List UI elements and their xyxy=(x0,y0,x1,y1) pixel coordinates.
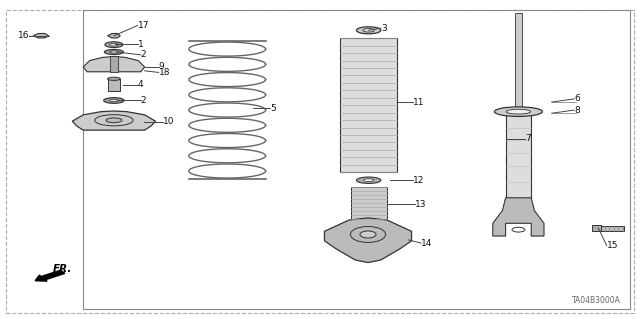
Polygon shape xyxy=(83,56,145,72)
Ellipse shape xyxy=(104,49,124,55)
Ellipse shape xyxy=(110,99,118,102)
Polygon shape xyxy=(33,33,49,38)
Ellipse shape xyxy=(506,109,531,114)
Bar xyxy=(515,13,522,121)
Text: 5: 5 xyxy=(270,104,276,113)
Ellipse shape xyxy=(105,42,123,48)
Text: 2: 2 xyxy=(141,50,147,59)
Ellipse shape xyxy=(512,227,525,232)
Ellipse shape xyxy=(104,98,124,103)
Ellipse shape xyxy=(356,177,381,183)
Bar xyxy=(83,10,630,309)
Polygon shape xyxy=(324,218,412,263)
Ellipse shape xyxy=(108,77,120,80)
Text: 9: 9 xyxy=(159,63,164,71)
Bar xyxy=(351,187,387,219)
Text: 3: 3 xyxy=(381,24,387,33)
Text: 6: 6 xyxy=(574,94,580,103)
Text: TA04B3000A: TA04B3000A xyxy=(572,296,621,305)
Text: 12: 12 xyxy=(413,176,424,185)
Text: 10: 10 xyxy=(163,117,175,126)
Text: 8: 8 xyxy=(574,106,580,115)
Text: 2: 2 xyxy=(141,96,147,105)
Text: 1: 1 xyxy=(138,40,143,48)
Bar xyxy=(340,38,397,172)
Text: 11: 11 xyxy=(413,98,424,107)
Ellipse shape xyxy=(364,179,374,182)
Text: 13: 13 xyxy=(415,200,426,209)
Ellipse shape xyxy=(356,27,381,34)
Text: 16: 16 xyxy=(18,31,29,40)
Text: 17: 17 xyxy=(138,21,149,30)
Ellipse shape xyxy=(106,118,122,123)
Polygon shape xyxy=(493,198,544,236)
Ellipse shape xyxy=(110,51,118,53)
FancyArrow shape xyxy=(35,270,65,281)
Bar xyxy=(592,225,601,231)
Text: 14: 14 xyxy=(421,239,433,248)
Text: 4: 4 xyxy=(138,80,143,89)
Ellipse shape xyxy=(109,43,118,46)
Text: 15: 15 xyxy=(607,241,618,250)
Text: FR.: FR. xyxy=(52,264,72,274)
Polygon shape xyxy=(72,111,156,130)
Bar xyxy=(110,56,118,72)
Ellipse shape xyxy=(360,231,376,238)
Bar xyxy=(108,79,120,91)
Ellipse shape xyxy=(495,107,543,116)
Bar xyxy=(598,226,624,231)
Polygon shape xyxy=(108,33,120,38)
Bar xyxy=(506,112,531,198)
Text: 18: 18 xyxy=(159,68,170,77)
Text: 7: 7 xyxy=(525,134,531,143)
Ellipse shape xyxy=(363,29,374,32)
